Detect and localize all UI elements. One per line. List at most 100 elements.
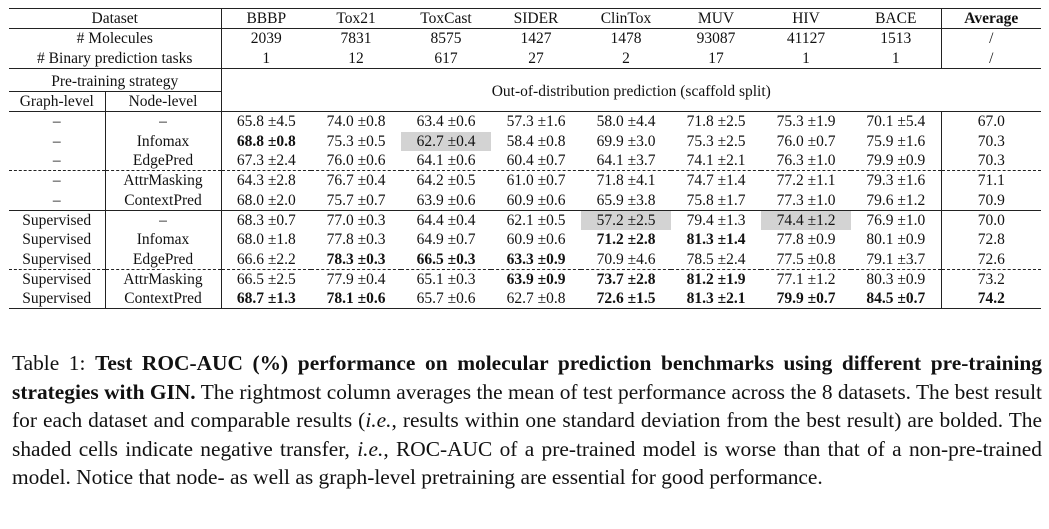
dataset-col-header: HIV xyxy=(761,7,852,29)
graph-level-cell: Supervised xyxy=(9,289,106,310)
graph-level-cell: – xyxy=(9,131,106,152)
level-header-row: Graph-level Node-level xyxy=(9,91,1041,113)
graph-level-cell: – xyxy=(9,151,106,171)
result-row: – AttrMasking 64.3 ±2.8 76.7 ±0.4 64.2 ±0.5 6… xyxy=(9,170,1042,191)
result-cell: 75.7 ±0.7 xyxy=(326,191,386,209)
result-cell: 77.1 ±1.2 xyxy=(761,268,852,290)
result-row: – Infomax 68.8 ±0.8 75.3 ±0.5 62.7 ±0.4 58.4 … xyxy=(9,131,1041,152)
result-cell: 79.1 ±3.7 xyxy=(851,249,942,270)
result-cell: 63.9 ±0.9 xyxy=(491,268,582,290)
result-cell: 66.6 ±2.2 xyxy=(236,250,296,268)
meta-value: 1 xyxy=(851,48,942,69)
header-row: Dataset BBBP Tox21 ToxCast SIDER ClinTox… xyxy=(9,7,1042,29)
dataset-col-header: MUV xyxy=(671,7,762,29)
result-cell: 79.4 ±1.3 xyxy=(671,209,762,231)
node-level-cell: AttrMasking xyxy=(105,170,222,191)
dataset-header: Dataset xyxy=(9,7,222,29)
meta-value: 2 xyxy=(581,48,672,69)
result-cell: 68.7 ±1.3 xyxy=(221,289,312,310)
result-cell: 57.2 ±2.5 xyxy=(581,209,672,231)
result-cell: 78.1 ±0.6 xyxy=(311,289,402,310)
result-cell: 84.5 ±0.7 xyxy=(851,289,942,310)
result-cell: 76.7 ±0.4 xyxy=(311,170,402,191)
caption-title: Test ROC-AUC (%) performance on molecula… xyxy=(12,351,1043,404)
result-cell: 60.9 ±0.6 xyxy=(506,231,566,249)
graph-level-header: Graph-level xyxy=(9,91,106,113)
graph-level-cell: – xyxy=(9,170,106,191)
result-row: – EdgePred 67.3 ±2.4 76.0 ±0.6 64.1 ±0.6 60.4… xyxy=(9,151,1041,171)
meta-value: 1513 xyxy=(851,28,942,49)
node-level-cell: EdgePred xyxy=(105,151,222,171)
result-cell: 70.9 ±4.6 xyxy=(596,250,656,268)
result-cell: 68.0 ±2.0 xyxy=(236,191,296,209)
meta-value: 41127 xyxy=(761,28,852,49)
result-cell: 70.1 ±5.4 xyxy=(851,111,942,132)
result-cell: 66.5 ±2.5 xyxy=(221,268,312,290)
result-cell: 76.0 ±0.7 xyxy=(776,132,836,150)
average-cell: 72.8 xyxy=(977,231,1005,249)
result-row: Supervised –68.3 ±0.7 77.0 ±0.3 64.4 ±0.4 62… xyxy=(9,209,1042,231)
result-cell: 68.0 ±1.8 xyxy=(236,231,296,249)
caption-text: , ROC-AUC of a pre-trained model is wors… xyxy=(12,436,1042,490)
node-level-cell: Infomax xyxy=(105,230,222,250)
result-cell: 65.8 ±4.5 xyxy=(221,111,312,132)
result-cell: 73.7 ±2.8 xyxy=(581,268,672,290)
result-row: Supervised Infomax 68.0 ±1.8 77.8 ±0.3 64.9 … xyxy=(9,230,1041,250)
result-cell: 64.1 ±3.7 xyxy=(596,152,656,170)
result-cell: 63.9 ±0.6 xyxy=(416,191,476,209)
result-cell: 76.3 ±1.0 xyxy=(776,152,836,170)
result-row: Supervised ContextPred 68.7 ±1.3 78.1 ±0.6 6… xyxy=(9,289,1042,310)
average-cell: 72.6 xyxy=(977,250,1005,268)
average-cell: 67.0 xyxy=(941,111,1042,132)
ood-label: Out-of-distribution prediction (scaffold… xyxy=(221,67,1042,113)
meta-value: 617 xyxy=(401,48,492,69)
results-body: – –65.8 ±4.5 74.0 ±0.8 63.4 ±0.6 57.3 ±1.6 58… xyxy=(9,111,1042,310)
average-cell: 74.2 xyxy=(941,289,1042,310)
result-cell: 77.0 ±0.3 xyxy=(311,209,402,231)
result-cell: 65.1 ±0.3 xyxy=(401,268,492,290)
caption-text: , results within one standard deviation … xyxy=(12,408,1042,461)
result-cell: 79.3 ±1.6 xyxy=(851,170,942,191)
result-cell: 57.3 ±1.6 xyxy=(491,111,582,132)
node-level-cell: – xyxy=(105,209,222,231)
result-cell: 79.9 ±0.9 xyxy=(851,151,942,171)
node-level-cell: AttrMasking xyxy=(105,268,222,290)
result-cell: 68.8 ±0.8 xyxy=(236,132,296,150)
graph-level-cell: Supervised xyxy=(9,230,106,250)
result-cell: 74.4 ±1.2 xyxy=(761,209,852,231)
result-cell: 63.3 ±0.9 xyxy=(506,250,566,268)
average-col-header: Average xyxy=(941,7,1042,29)
meta-value: 1478 xyxy=(581,28,672,49)
caption-ie: i.e. xyxy=(365,408,392,433)
result-cell: 64.3 ±2.8 xyxy=(221,170,312,191)
result-row: – –65.8 ±4.5 74.0 ±0.8 63.4 ±0.6 57.3 ±1.6 58… xyxy=(9,111,1042,132)
result-cell: 75.3 ±1.9 xyxy=(761,111,852,132)
average-cell: 70.3 xyxy=(977,152,1005,170)
result-cell: 75.3 ±0.5 xyxy=(326,132,386,150)
result-cell: 81.3 ±1.4 xyxy=(686,231,746,249)
result-cell: 77.5 ±0.8 xyxy=(776,250,836,268)
result-cell: 74.7 ±1.4 xyxy=(671,170,762,191)
average-cell: 71.1 xyxy=(941,170,1042,191)
meta-value: 27 xyxy=(491,48,582,69)
meta-row-molecules: # Molecules 2039 7831 8575 1427 1478 930… xyxy=(9,28,1042,49)
dataset-col-header: BACE xyxy=(851,7,942,29)
meta-value: 17 xyxy=(671,48,762,69)
dataset-col-header: Tox21 xyxy=(311,7,402,29)
result-cell: 58.4 ±0.8 xyxy=(506,132,566,150)
graph-level-cell: – xyxy=(9,111,106,132)
result-cell: 81.2 ±1.9 xyxy=(671,268,762,290)
result-cell: 79.6 ±1.2 xyxy=(851,190,942,211)
result-cell: 63.4 ±0.6 xyxy=(401,111,492,132)
average-cell: 70.0 xyxy=(941,209,1042,231)
result-cell: 62.7 ±0.4 xyxy=(401,131,492,152)
dataset-col-header: BBBP xyxy=(221,7,312,29)
caption-text: The rightmost column averages the mean o… xyxy=(12,379,1043,433)
result-row: Supervised AttrMasking 66.5 ±2.5 77.9 ±0.4 6… xyxy=(9,268,1042,290)
meta-value: / xyxy=(941,28,1042,49)
result-cell: 77.9 ±0.4 xyxy=(311,268,402,290)
result-cell: 77.8 ±0.9 xyxy=(776,231,836,249)
node-level-header: Node-level xyxy=(105,91,222,113)
dataset-col-header: SIDER xyxy=(491,7,582,29)
strategy-header-row: Pre-training strategy Out-of-distributio… xyxy=(9,67,1042,113)
